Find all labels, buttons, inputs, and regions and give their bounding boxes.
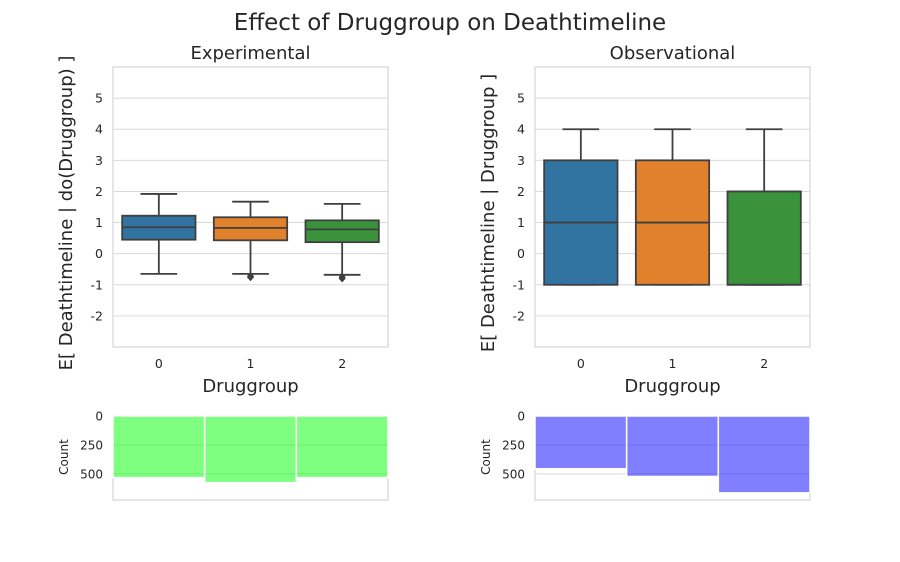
count-bar-1 [625,415,720,478]
x-tick-label: 0 [155,356,163,371]
outlier-marker [247,273,254,282]
panel-title: Experimental [190,43,310,64]
x-axis-label: Druggroup [624,376,720,397]
count-tick-label: 500 [502,467,525,481]
count-panel-experimental: 0 250 500 Count [57,410,389,501]
count-tick-label: 0 [95,410,103,424]
count-tick-label: 500 [80,467,103,481]
count-bar-1 [203,415,298,484]
box-2 [304,219,380,244]
y-tick-label: -1 [91,277,103,292]
count-tick-label: 0 [517,410,525,424]
count-bar-0 [112,415,206,479]
x-tick-label: 0 [577,356,585,371]
count-bar-2 [295,415,389,479]
y-tick-label: 1 [95,215,103,230]
outlier-marker [338,274,346,283]
x-axis-label: Druggroup [202,376,298,397]
count-tick-label: 250 [502,438,525,452]
box-1 [212,216,289,242]
y-tick-label: 4 [95,122,103,137]
count-panel-observational: 0 250 500 Count [479,410,811,501]
y-tick-label: 3 [517,153,525,168]
y-axis-label: E[ Deathtimeline | Druggroup ] [478,74,499,352]
y-axis-label: E[ Deathtimeline | do(Druggroup) ] [56,56,77,371]
count-tick-label: 250 [80,438,103,452]
y-tick-label: 0 [95,246,103,261]
panel-title: Observational [610,43,736,64]
y-tick-label: 1 [517,215,525,230]
figure-title: Effect of Druggroup on Deathtimeline [234,10,666,36]
y-tick-label: -2 [91,308,103,323]
y-tick-label: 4 [517,122,525,137]
x-tick-label: 2 [760,356,768,371]
y-tick-label: 2 [95,184,103,199]
y-tick-label: 5 [517,91,525,106]
count-axis-label: Count [479,439,493,475]
box-panel-observational: -2 -1 0 1 2 3 4 5 0 1 2 Observational Druggroup E[ De… [478,43,811,397]
x-tick-label: 2 [338,356,346,371]
count-axis-label: Count [57,439,71,475]
x-tick-label: 1 [247,356,255,371]
y-tick-label: 5 [95,91,103,106]
y-tick-label: -2 [513,308,525,323]
box-panel-experimental: -2 -1 0 1 2 3 4 5 0 1 2 Experimental Druggroup E[ Dea… [56,43,389,397]
count-bar-2 [717,415,811,494]
count-bar-0 [534,415,628,470]
y-tick-label: -1 [513,277,525,292]
x-tick-label: 1 [669,356,677,371]
y-tick-label: 2 [517,184,525,199]
box-2 [726,190,802,286]
y-tick-label: 0 [517,246,525,261]
y-tick-label: 3 [95,153,103,168]
